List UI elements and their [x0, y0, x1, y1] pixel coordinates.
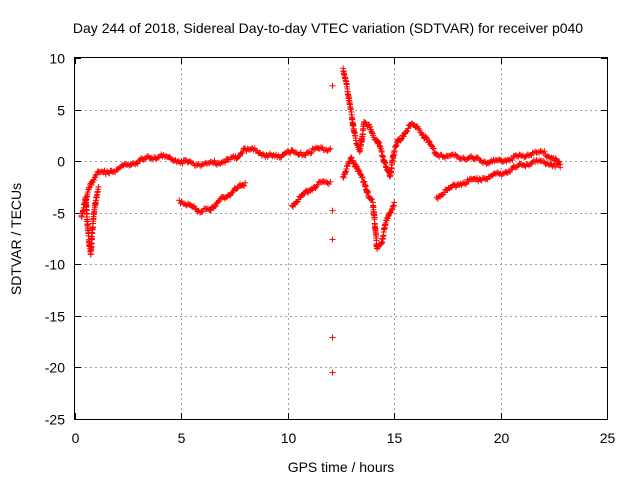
lower-arc-noon-point [314, 181, 321, 188]
main-band-point [187, 159, 194, 166]
main-band-afternoon-point [419, 131, 426, 138]
main-band-point [326, 146, 333, 153]
lower-arc-evening-point [555, 161, 562, 168]
lower-arc-evening-point [507, 168, 514, 175]
main-band-afternoon-point [541, 148, 548, 155]
disturbance-12-15h-point [398, 136, 405, 143]
outliers-point [329, 334, 336, 341]
y-tick-label: -5 [53, 206, 66, 222]
x-tick-label: 25 [600, 430, 616, 446]
lower-arc-evening-point [465, 178, 472, 185]
lower-arc-morning-point [242, 179, 249, 186]
disturbance-negative-branch-point [344, 163, 351, 170]
lower-arc-morning-point [207, 207, 214, 214]
y-tick-label: -25 [45, 412, 65, 428]
disturbance-negative-branch-point [348, 155, 355, 162]
main-band-afternoon-point [405, 125, 412, 132]
lower-arc-noon-point [312, 184, 319, 191]
main-band-point [239, 149, 246, 156]
main-band-point [211, 157, 218, 164]
x-tick-label: 10 [281, 430, 297, 446]
outliers-point [329, 207, 336, 214]
y-tick-label: 10 [49, 51, 65, 67]
lower-arc-evening-point [508, 166, 515, 173]
outliers-point [329, 236, 336, 243]
x-tick-label: 20 [494, 430, 510, 446]
main-band-afternoon-point [426, 138, 433, 145]
x-axis-label: GPS time / hours [288, 459, 395, 475]
main-band-point [308, 149, 315, 156]
main-band-point [198, 162, 205, 169]
main-band-point [222, 159, 229, 166]
lower-arc-morning-point [241, 182, 248, 189]
y-tick-label: 5 [57, 103, 65, 119]
y-axis-label: SDTVAR / TECUs [8, 183, 24, 295]
chart-title: Day 244 of 2018, Sidereal Day-to-day VTE… [73, 20, 583, 36]
outliers-point [329, 369, 336, 376]
disturbance-negative-branch-point [355, 167, 362, 174]
lower-arc-evening-point [552, 164, 559, 171]
y-tick-label: 0 [57, 154, 65, 170]
main-band-afternoon-point [430, 145, 437, 152]
main-band-point [307, 150, 314, 157]
main-band-point [179, 160, 186, 167]
lower-arc-evening-point [441, 189, 448, 196]
x-tick-label: 5 [178, 430, 186, 446]
early-dip-point [95, 183, 102, 190]
disturbance-negative-branch-point [348, 154, 355, 161]
main-band-point [208, 159, 215, 166]
lower-arc-evening-point [557, 164, 564, 171]
main-band-point [201, 161, 208, 168]
lower-arc-morning-point [197, 209, 204, 216]
main-band-afternoon-point [509, 156, 516, 163]
disturbance-negative-branch-point [391, 199, 398, 206]
main-band-point [318, 144, 325, 151]
lower-arc-morning-point [199, 208, 206, 215]
disturbance-negative-branch-point [369, 196, 376, 203]
main-band-point [194, 161, 201, 168]
axis-ticks: 0 5 10 15 20 25 10 5 0 -5 -10 -15 -20 -25 [45, 51, 616, 447]
main-band-point [92, 172, 99, 179]
lower-arc-morning-point [192, 205, 199, 212]
disturbance-12-15h-point [362, 119, 369, 126]
lower-arc-noon-point [324, 179, 331, 186]
data-points [78, 65, 564, 376]
outliers-point [329, 82, 336, 89]
main-band-afternoon-point [536, 149, 543, 156]
y-tick-label: -10 [45, 257, 65, 273]
main-band-point [327, 145, 334, 152]
grid [75, 58, 607, 419]
lower-arc-noon-point [327, 178, 334, 185]
lower-arc-morning-point [212, 203, 219, 210]
y-tick-label: -20 [45, 360, 65, 376]
y-tick-label: -15 [45, 309, 65, 325]
disturbance-negative-branch-point [359, 174, 366, 181]
main-band-point [93, 171, 100, 178]
lower-arc-evening-point [462, 181, 469, 188]
main-band-afternoon-point [453, 152, 460, 159]
main-band-afternoon-point [485, 160, 492, 167]
x-tick-label: 15 [387, 430, 403, 446]
main-band-afternoon-point [532, 148, 539, 155]
plot-frame [74, 57, 608, 420]
lower-arc-evening-point [536, 157, 543, 164]
x-tick-label: 0 [72, 430, 80, 446]
main-band-point [135, 158, 142, 165]
